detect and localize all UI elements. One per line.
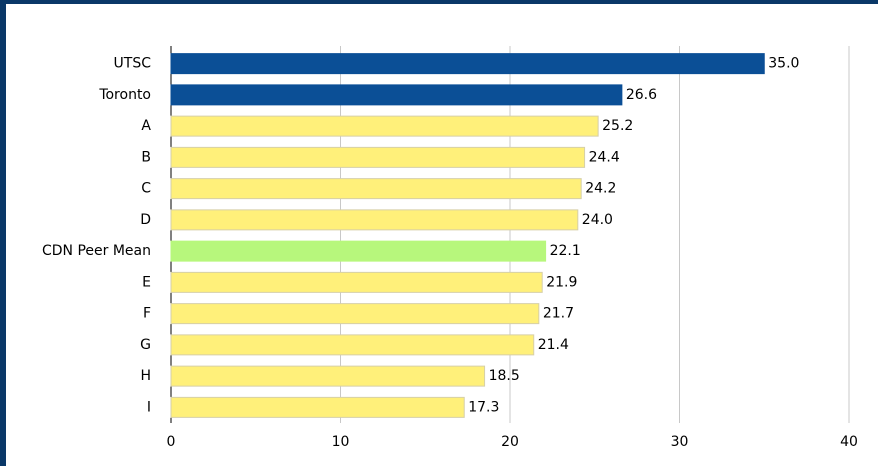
value-label: 35.0 <box>768 56 799 72</box>
y-tick-label: Toronto <box>98 87 151 103</box>
x-tick-label: 10 <box>332 434 350 450</box>
y-tick-label: B <box>141 149 151 165</box>
bar <box>170 334 535 356</box>
value-label: 24.0 <box>582 212 613 228</box>
bar <box>170 115 599 137</box>
bar <box>170 209 579 231</box>
value-label: 18.5 <box>489 368 520 384</box>
y-tick-label: C <box>141 181 151 197</box>
bar <box>170 178 582 200</box>
value-label: 17.3 <box>468 399 499 415</box>
y-tick-label: H <box>140 368 151 384</box>
y-tick-label: F <box>143 306 151 322</box>
value-label: 21.4 <box>538 337 569 353</box>
bar <box>170 271 543 293</box>
x-tick-label: 0 <box>167 434 176 450</box>
x-tick-label: 30 <box>671 434 689 450</box>
y-tick-label: CDN Peer Mean <box>42 243 151 259</box>
y-tick-label: UTSC <box>114 56 152 72</box>
bar <box>170 84 623 106</box>
bar <box>170 240 547 262</box>
x-tick-label: 40 <box>840 434 858 450</box>
bar <box>170 396 465 418</box>
value-label: 24.2 <box>585 181 616 197</box>
bar <box>170 146 586 168</box>
y-tick-label: G <box>140 337 151 353</box>
value-label: 22.1 <box>550 243 581 259</box>
bar <box>170 365 486 387</box>
x-tick-label: 20 <box>501 434 519 450</box>
value-label: 24.4 <box>589 149 620 165</box>
value-label: 21.7 <box>543 306 574 322</box>
bar <box>170 303 540 325</box>
background <box>6 4 878 466</box>
value-label: 26.6 <box>626 87 657 103</box>
y-tick-label: D <box>140 212 151 228</box>
y-tick-label: E <box>142 274 151 290</box>
value-label: 25.2 <box>602 118 633 134</box>
value-label: 21.9 <box>546 274 577 290</box>
y-tick-label: I <box>147 399 151 415</box>
bar <box>170 53 765 75</box>
y-tick-label: A <box>141 118 151 134</box>
